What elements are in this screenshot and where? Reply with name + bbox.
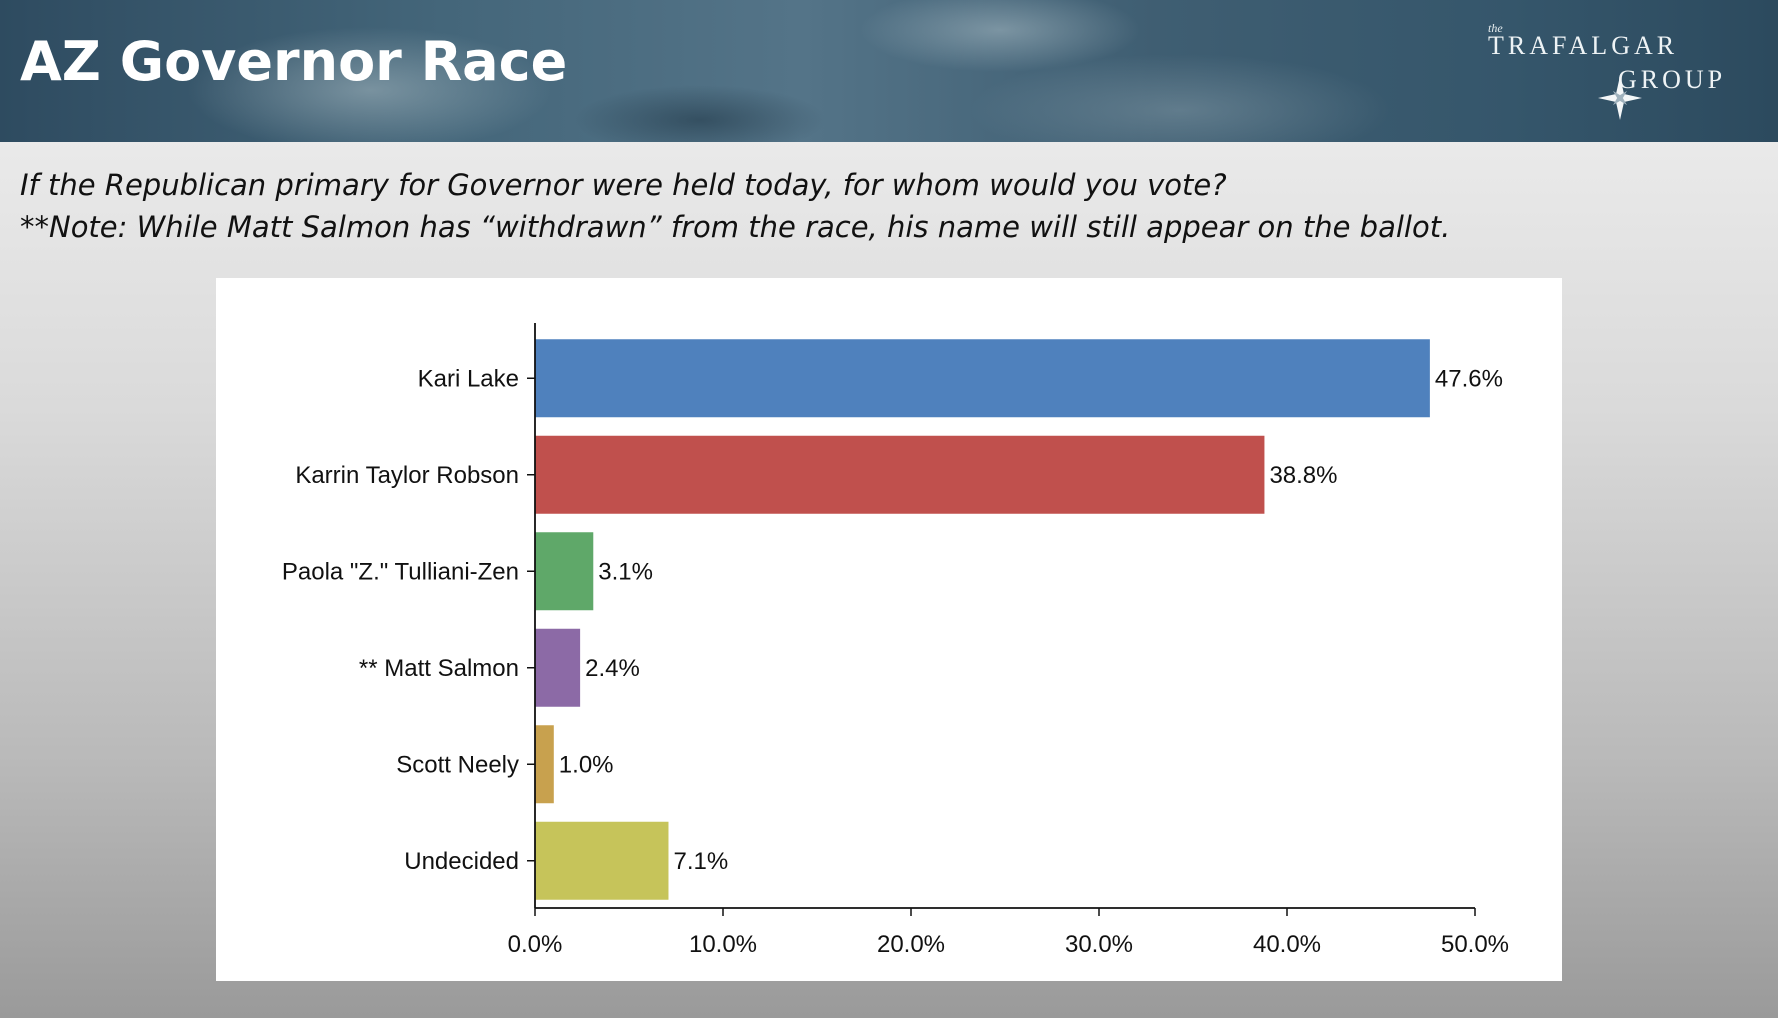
- x-tick-label-0: 0.0%: [508, 931, 563, 958]
- value-label-4: 1.0%: [559, 751, 614, 778]
- chart-panel: Kari Lake 47.6% Karrin Taylor Robson 38.8% P…: [216, 278, 1562, 981]
- category-label-1: Karrin Taylor Robson: [295, 462, 519, 489]
- category-label-0: Kari Lake: [418, 365, 519, 392]
- category-label-5: Undecided: [404, 848, 519, 875]
- question-note-line: **Note: While Matt Salmon has “withdrawn…: [20, 210, 1451, 244]
- logo-small-text: the: [1488, 21, 1503, 35]
- bar-5: [535, 821, 669, 900]
- bar-0: [535, 339, 1430, 418]
- bar-1: [535, 435, 1265, 514]
- logo-line2: GROUP: [1618, 65, 1726, 94]
- compass-star-icon: [1598, 76, 1642, 120]
- value-label-1: 38.8%: [1269, 462, 1337, 489]
- x-tick-label-1: 10.0%: [689, 931, 757, 958]
- bar-2: [535, 532, 594, 611]
- bar-3: [535, 628, 581, 707]
- question-line-1: If the Republican primary for Governor w…: [20, 168, 1227, 202]
- x-tick-label-5: 50.0%: [1441, 931, 1509, 958]
- header-banner: AZ Governor Race the TRAFALGAR GROUP: [0, 0, 1778, 142]
- value-label-0: 47.6%: [1435, 365, 1503, 392]
- value-label-5: 7.1%: [673, 848, 728, 875]
- category-label-3: ** Matt Salmon: [359, 655, 519, 682]
- page-title: AZ Governor Race: [20, 30, 568, 93]
- bar-chart: Kari Lake 47.6% Karrin Taylor Robson 38.8% P…: [282, 323, 1509, 958]
- value-label-2: 3.1%: [598, 558, 653, 585]
- value-label-3: 2.4%: [585, 655, 640, 682]
- x-tick-label-4: 40.0%: [1253, 931, 1321, 958]
- survey-question: If the Republican primary for Governor w…: [20, 164, 1450, 248]
- category-label-2: Paola "Z." Tulliani-Zen: [282, 558, 519, 585]
- logo-line1: TRAFALGAR: [1488, 31, 1678, 60]
- category-label-4: Scott Neely: [396, 751, 519, 778]
- bar-4: [535, 725, 554, 804]
- x-tick-label-2: 20.0%: [877, 931, 945, 958]
- trafalgar-group-logo: the TRAFALGAR GROUP: [1488, 21, 1726, 120]
- x-tick-label-3: 30.0%: [1065, 931, 1133, 958]
